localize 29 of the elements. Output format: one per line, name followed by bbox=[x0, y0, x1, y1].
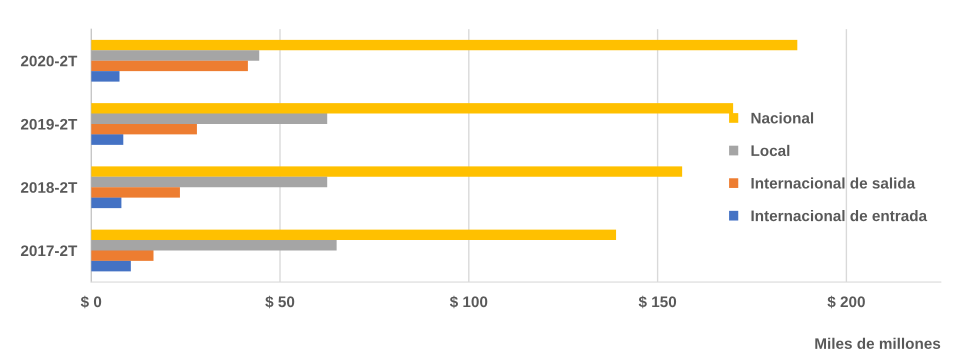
bar bbox=[91, 260, 131, 272]
bar bbox=[91, 240, 337, 250]
bar bbox=[91, 198, 122, 208]
bar bbox=[91, 114, 328, 124]
bar bbox=[91, 40, 798, 50]
bar bbox=[91, 124, 197, 134]
bar bbox=[91, 187, 180, 198]
legend-label: Internacional de salida bbox=[751, 177, 916, 189]
y-tick-label: 2017-2T bbox=[20, 245, 78, 256]
bar bbox=[91, 176, 328, 188]
bar bbox=[91, 250, 154, 261]
x-tick-label: $ 50 bbox=[265, 296, 294, 308]
legend-label: Local bbox=[751, 144, 790, 156]
x-tick-label: $ 200 bbox=[827, 296, 865, 308]
y-tick-label: 2018-2T bbox=[20, 182, 78, 193]
y-tick-label: 2020-2T bbox=[20, 56, 78, 66]
legend-label: Nacional bbox=[751, 112, 814, 124]
bar bbox=[91, 134, 124, 145]
x-tick-label: $ 0 bbox=[80, 296, 102, 308]
bar bbox=[91, 60, 248, 72]
y-tick-label: 2019-2T bbox=[20, 118, 78, 130]
x-axis-title: Miles de millones bbox=[815, 338, 940, 349]
legend-label: Internacional de entrada bbox=[751, 210, 928, 222]
x-tick-label: $ 150 bbox=[638, 296, 676, 308]
bar bbox=[91, 50, 260, 61]
bar bbox=[91, 230, 616, 240]
bar bbox=[91, 71, 120, 82]
x-tick-label: $ 100 bbox=[450, 296, 488, 308]
bar bbox=[91, 166, 682, 177]
